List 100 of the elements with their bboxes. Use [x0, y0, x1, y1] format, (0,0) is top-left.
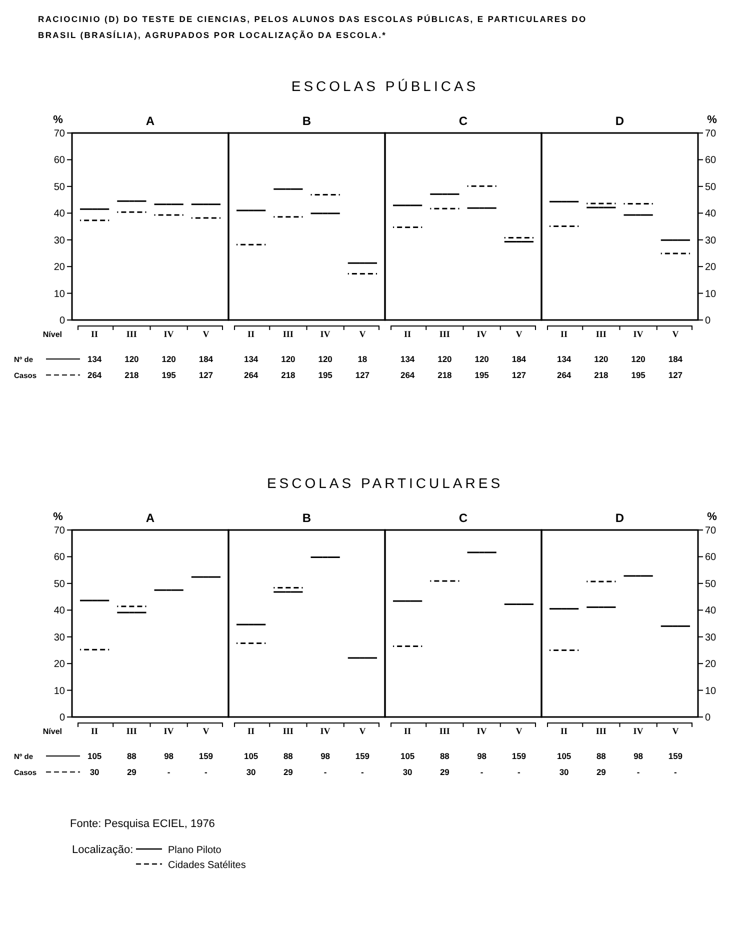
legend-label: Plano Piloto [168, 845, 222, 856]
text: 120 [162, 354, 176, 364]
x-tick-label: V [359, 726, 366, 736]
y-tick-label: 10 [705, 686, 717, 697]
text: 105 [556, 751, 572, 761]
chart-title: C [458, 511, 468, 525]
text: 98 [320, 751, 330, 761]
text: 195 [318, 370, 333, 380]
x-tick-label: IV [320, 726, 331, 736]
y-tick-label: 30 [54, 235, 66, 246]
text: 105 [400, 751, 415, 761]
x-tick-label: III [439, 726, 450, 736]
x-axis-title: Nível [42, 727, 62, 736]
text: 195 [474, 370, 490, 380]
y-tick-label: 50 [54, 182, 66, 193]
text: ESCOLAS PARTICULARES [266, 475, 504, 491]
text: 88 [440, 751, 450, 761]
text: 120 [474, 354, 490, 364]
text: 105 [87, 751, 102, 761]
text: 218 [438, 370, 452, 380]
x-tick-label: II [560, 329, 568, 339]
chart-title: C [458, 114, 468, 128]
text: 120 [438, 354, 452, 364]
text: 120 [281, 354, 296, 364]
text: 88 [126, 751, 137, 761]
y-tick-label: 0 [705, 316, 711, 326]
y-tick-label: 40 [705, 606, 717, 617]
text: 134 [244, 354, 258, 364]
text: 105 [244, 751, 258, 761]
chart-title: B [302, 511, 312, 525]
y-tick-label: 0 [59, 316, 66, 326]
x-tick-label: V [202, 726, 210, 736]
y-axis-title: % [53, 114, 64, 126]
x-tick-label: II [91, 329, 99, 339]
y-tick-label: 70 [705, 128, 717, 140]
y-axis-title: % [707, 114, 718, 126]
x-tick-label: II [91, 726, 99, 736]
text: 127 [355, 370, 370, 380]
y-tick-label: 0 [705, 712, 711, 724]
text: 159 [668, 751, 683, 761]
text: 264 [244, 370, 258, 380]
text: 184 [668, 354, 683, 364]
text: 30 [402, 767, 413, 777]
x-tick-label: V [359, 329, 366, 339]
text: - [674, 767, 678, 777]
x-tick-label: V [516, 329, 523, 339]
text: 98 [477, 751, 487, 761]
text: 29 [283, 767, 294, 777]
text: 159 [198, 751, 214, 761]
y-tick-label: 20 [54, 262, 66, 274]
x-tick-label: III [282, 726, 294, 736]
x-tick-label: V [202, 329, 210, 339]
y-tick-label: 60 [54, 552, 66, 564]
text: - [518, 767, 521, 777]
text: 30 [246, 767, 256, 777]
text: 264 [87, 370, 102, 380]
y-tick-label: 20 [705, 262, 717, 274]
text: 184 [198, 354, 214, 364]
y-tick-label: 70 [705, 526, 717, 536]
y-tick-label: 30 [54, 632, 66, 644]
x-tick-label: IV [633, 726, 644, 736]
x-tick-label: III [596, 329, 607, 339]
y-tick-label: 20 [54, 659, 66, 670]
text: - [361, 767, 364, 777]
x-tick-label: II [404, 726, 412, 736]
y-tick-label: 40 [705, 208, 717, 220]
text: RACIOCINIO (D) DO TESTE DE CIENCIAS, PELOS ALUNOS DAS ESCOLAS PÚBLICAS, E PARTICULARES DO BRASIL (BRASÍLIA), AGRUPADOS POR LOCALIZAÇÃO DA ESCOLA.* [38, 14, 587, 40]
text: 127 [512, 370, 526, 380]
text: 30 [90, 767, 100, 777]
y-tick-label: 60 [705, 155, 717, 166]
x-tick-label: IV [633, 329, 644, 339]
x-tick-label: III [439, 329, 450, 339]
y-tick-label: 40 [54, 606, 66, 617]
y-tick-label: 10 [705, 288, 717, 300]
text: - [636, 767, 640, 777]
y-tick-label: 70 [54, 526, 66, 536]
x-tick-label: IV [476, 726, 488, 736]
text: 88 [283, 751, 294, 761]
y-tick-label: 50 [54, 578, 66, 590]
text: 218 [124, 370, 140, 380]
text: 120 [124, 354, 140, 364]
text: 184 [512, 354, 526, 364]
chart-title: D [615, 511, 624, 525]
y-tick-label: 30 [705, 632, 717, 644]
text: 218 [594, 370, 609, 380]
y-tick-label: 0 [59, 712, 66, 724]
y-tick-label: 40 [54, 208, 66, 220]
y-axis-title: % [707, 511, 718, 523]
text: 264 [556, 370, 572, 380]
text: 159 [355, 751, 370, 761]
y-tick-label: 10 [54, 288, 66, 300]
source-note: Fonte: Pesquisa ECIEL, 1976 [70, 818, 215, 830]
chart-title: A [146, 511, 155, 525]
y-tick-label: 10 [54, 686, 66, 697]
text: 159 [512, 751, 526, 761]
x-tick-label: IV [164, 329, 174, 339]
y-tick-label: 50 [705, 182, 717, 193]
x-tick-label: V [672, 329, 680, 339]
text: 98 [164, 751, 174, 761]
y-tick-label: 20 [705, 659, 717, 670]
